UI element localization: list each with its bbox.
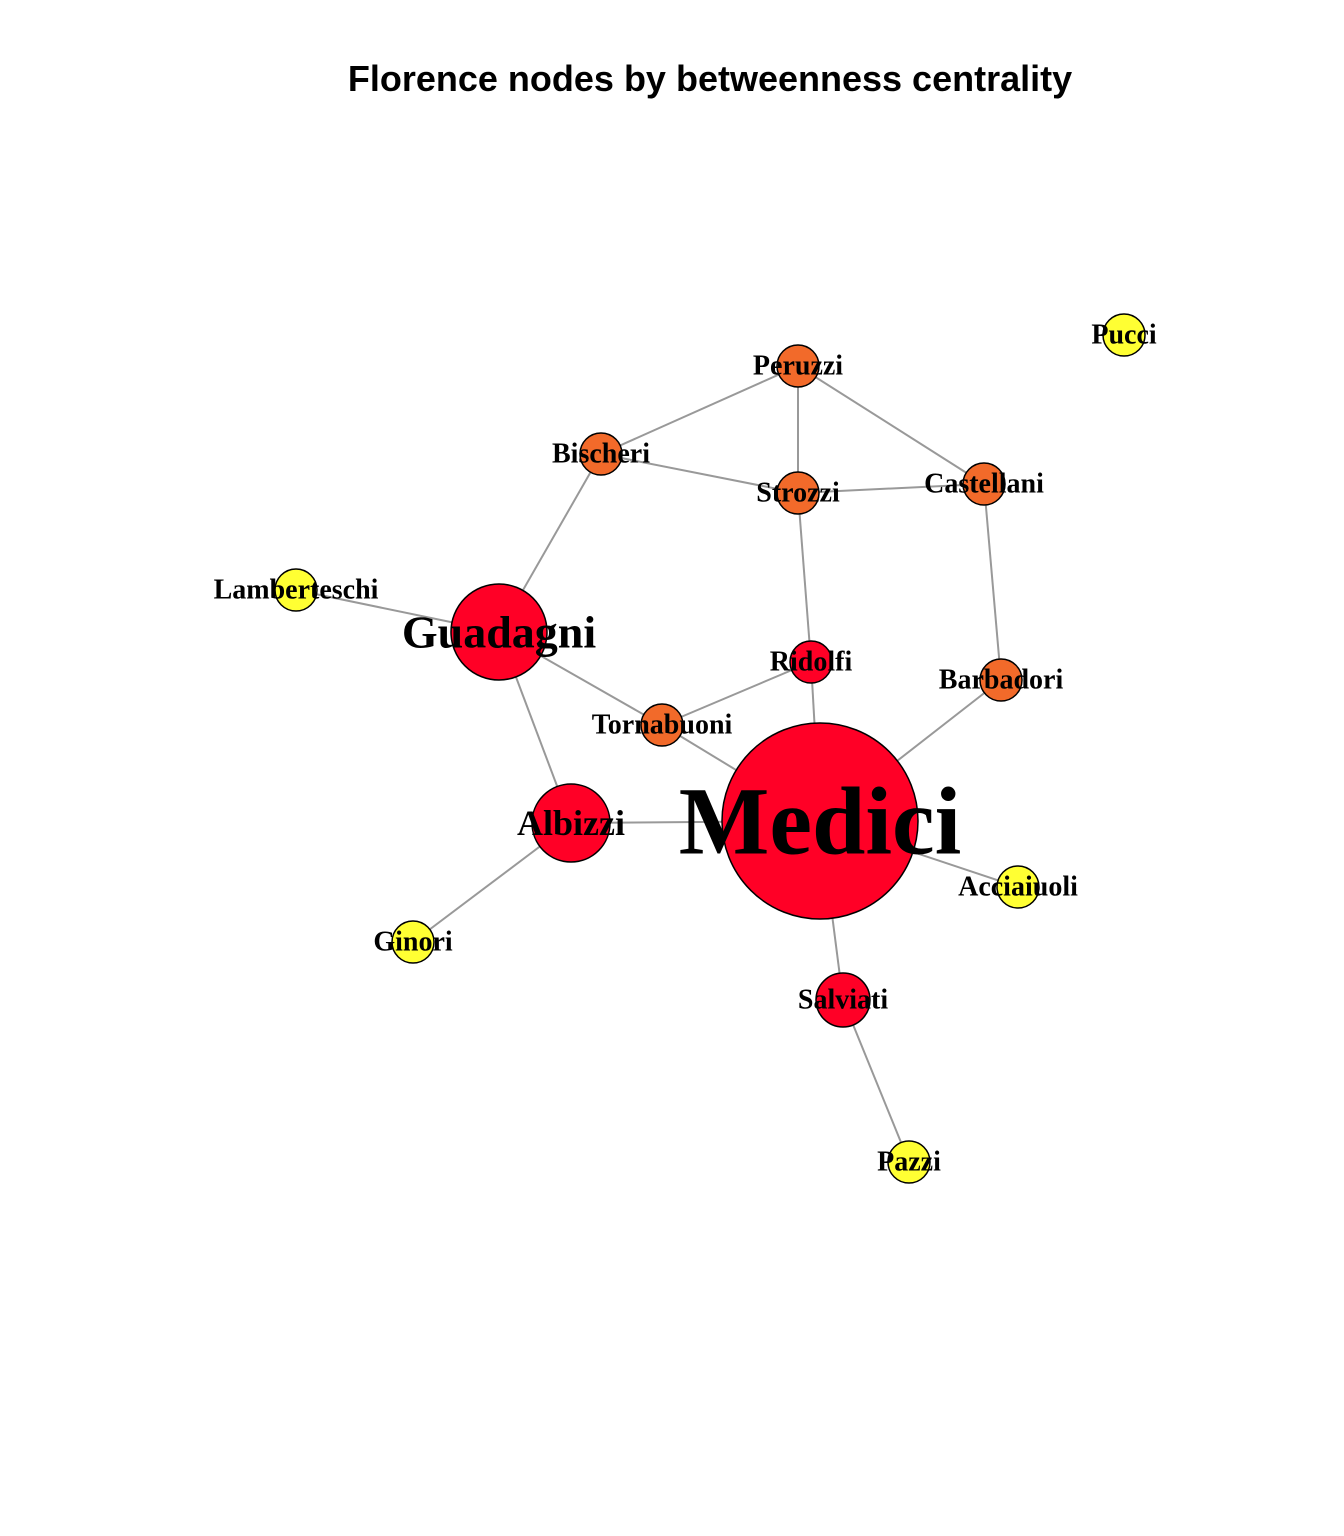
edge-castellani-barbadori	[983, 483, 1002, 681]
node-label-pucci: Pucci	[1091, 320, 1157, 351]
node-label-ridolfi: Ridolfi	[770, 647, 853, 678]
node-bischeri	[579, 432, 623, 476]
node-label-castellani: Castellani	[924, 469, 1044, 500]
node-label-salviati: Salviati	[798, 985, 888, 1016]
edge-bischeri-strozzi	[600, 453, 799, 494]
node-albizzi	[531, 783, 611, 863]
node-label-lamberteschi: Lamberteschi	[214, 575, 379, 606]
node-label-ginori: Ginori	[373, 927, 453, 958]
node-pazzi	[887, 1140, 931, 1184]
edge-salviati-pazzi	[842, 999, 910, 1163]
node-guadagni	[450, 583, 548, 681]
node-acciaiuoli	[996, 865, 1040, 909]
node-label-guadagni: Guadagni	[402, 607, 597, 658]
node-label-tornabuoni: Tornabuoni	[592, 710, 733, 741]
node-pucci	[1102, 313, 1146, 357]
nodes-layer	[274, 313, 1146, 1184]
node-tornabuoni	[640, 703, 684, 747]
node-medici	[721, 722, 919, 920]
edge-peruzzi-bischeri	[600, 365, 799, 455]
node-label-albizzi: Albizzi	[517, 803, 625, 843]
node-salviati	[815, 972, 871, 1028]
node-barbadori	[979, 658, 1023, 702]
node-label-acciaiuoli: Acciaiuoli	[958, 872, 1078, 903]
node-ginori	[391, 920, 435, 964]
chart-title: Florence nodes by betweenness centrality	[347, 58, 1073, 99]
node-castellani	[962, 462, 1006, 506]
edge-strozzi-castellani	[797, 483, 985, 494]
node-label-medici: Medici	[679, 768, 962, 875]
node-peruzzi	[776, 344, 820, 388]
labels-layer: Pucci Peruzzi Bischeri Strozzi Castellani Lam…	[214, 320, 1157, 1178]
node-ridolfi	[789, 640, 833, 684]
node-label-bischeri: Bischeri	[552, 439, 650, 470]
node-label-pazzi: Pazzi	[877, 1147, 941, 1178]
node-label-strozzi: Strozzi	[756, 478, 840, 509]
node-label-barbadori: Barbadori	[939, 665, 1064, 696]
edge-strozzi-ridolfi	[797, 492, 812, 663]
edge-ridolfi-tornabuoni	[661, 661, 812, 726]
node-lamberteschi	[274, 568, 318, 612]
node-strozzi	[776, 471, 820, 515]
edges-layer	[295, 365, 1019, 1163]
edge-peruzzi-castellani	[797, 365, 985, 485]
node-label-peruzzi: Peruzzi	[753, 351, 843, 382]
